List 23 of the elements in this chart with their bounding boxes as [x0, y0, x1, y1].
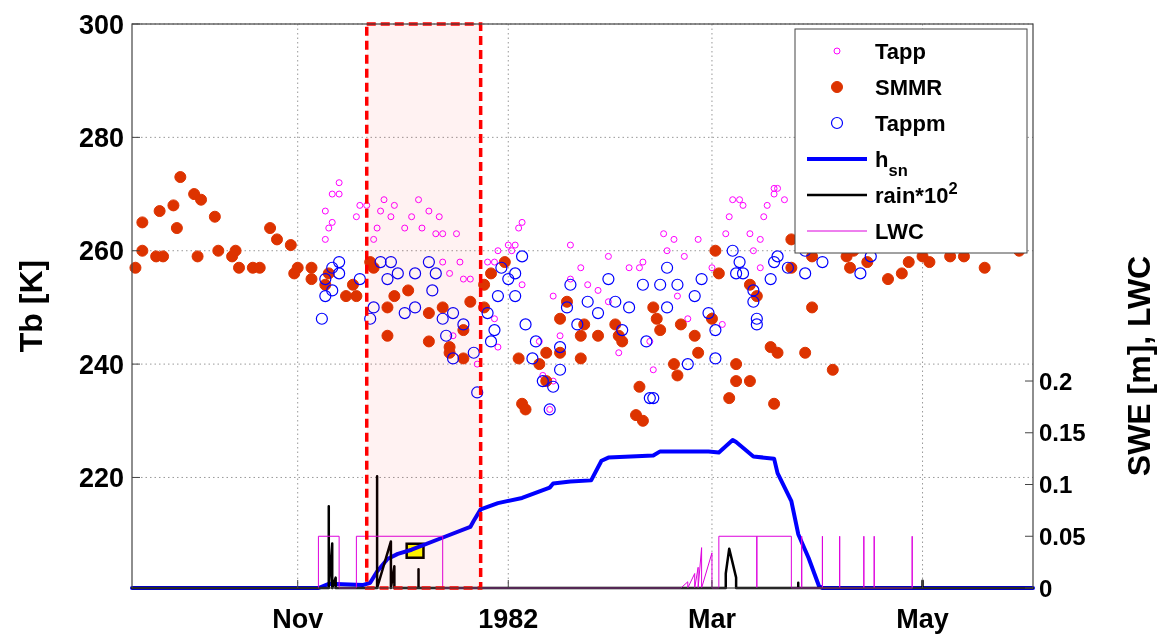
y2-tick-label: 0.15: [1039, 419, 1086, 447]
y-tick-label: 220: [78, 463, 124, 494]
legend-label: Tappm: [875, 110, 946, 136]
legend-label: LWC: [875, 218, 924, 244]
x-tick-label: 1982: [478, 604, 539, 634]
y-tick-label: 240: [78, 349, 124, 380]
y2-tick-label: 0.05: [1039, 522, 1086, 550]
legend-label: Tapp: [875, 38, 926, 64]
y-axis-title: Tb [K]: [13, 259, 49, 353]
y2-tick-label: 0.1: [1039, 471, 1073, 499]
x-tick-label: Nov: [272, 604, 324, 634]
y2-axis-title: SWE [m], LWC: [1121, 255, 1157, 477]
y-tick-label: 280: [78, 123, 124, 154]
x-tick-label: May: [896, 604, 949, 634]
x-tick-label: Mar: [687, 604, 737, 634]
line-series: [130, 438, 1035, 590]
y2-tick-label: 0.2: [1039, 367, 1073, 395]
y2-tick-label: 0: [1039, 574, 1053, 602]
legend-label: SMMR: [875, 74, 943, 100]
y-tick-label: 260: [78, 236, 124, 267]
y-tick-label: 300: [78, 9, 124, 40]
legend-label: rain*10$^{2}$: [875, 178, 958, 208]
legend-label: h$_{sn}$: [875, 146, 908, 179]
